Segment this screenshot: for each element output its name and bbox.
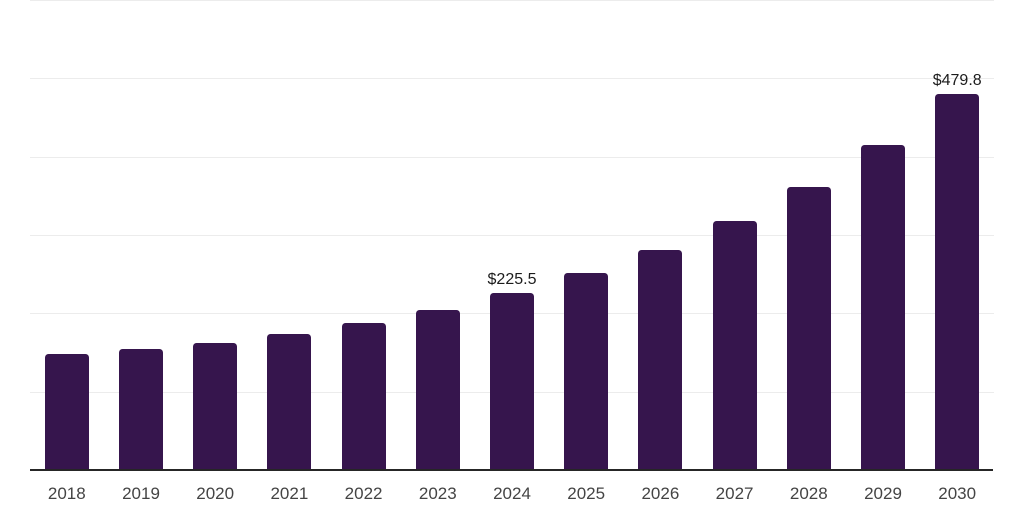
- bar-2021[interactable]: [267, 333, 312, 470]
- x-tick-label-2018: 2018: [47, 484, 86, 503]
- bar-2024[interactable]: [490, 293, 534, 470]
- bar-2025[interactable]: [564, 273, 609, 470]
- value-label-2030: $479.8: [932, 72, 982, 90]
- bar-2030[interactable]: [935, 94, 980, 470]
- x-tick-label-2028: 2028: [789, 484, 828, 503]
- x-tick-label-2030: 2030: [938, 484, 977, 503]
- x-tick-label-2026: 2026: [641, 484, 680, 503]
- x-tick-label-2029: 2029: [864, 484, 902, 503]
- bar-2029[interactable]: [861, 144, 905, 470]
- bar-2020[interactable]: [193, 342, 238, 470]
- x-tick-label-2023: 2023: [418, 484, 457, 503]
- bar-2028[interactable]: [786, 186, 831, 470]
- x-tick-label-2027: 2027: [715, 484, 754, 503]
- x-tick-label-2022: 2022: [344, 484, 383, 503]
- bar-2018[interactable]: [44, 353, 89, 470]
- x-tick-label-2019: 2019: [122, 484, 160, 503]
- x-tick-label-2025: 2025: [567, 484, 606, 503]
- gridline-300: [30, 235, 994, 236]
- gridline-600: [30, 0, 994, 1]
- gridline-500: [30, 78, 994, 80]
- x-tick-label-2021: 2021: [270, 484, 309, 503]
- bar-2023[interactable]: [415, 309, 460, 470]
- bar-2022[interactable]: [341, 323, 386, 470]
- value-label-2024: $225.5: [487, 271, 537, 289]
- bar-2027[interactable]: [712, 221, 757, 470]
- x-tick-label-2020: 2020: [196, 484, 235, 503]
- bar-2026[interactable]: [638, 249, 683, 470]
- bar-2019[interactable]: [119, 348, 163, 470]
- x-axis-line: [30, 469, 993, 471]
- gridline-400: [30, 156, 994, 158]
- x-tick-label-2024: 2024: [493, 484, 531, 503]
